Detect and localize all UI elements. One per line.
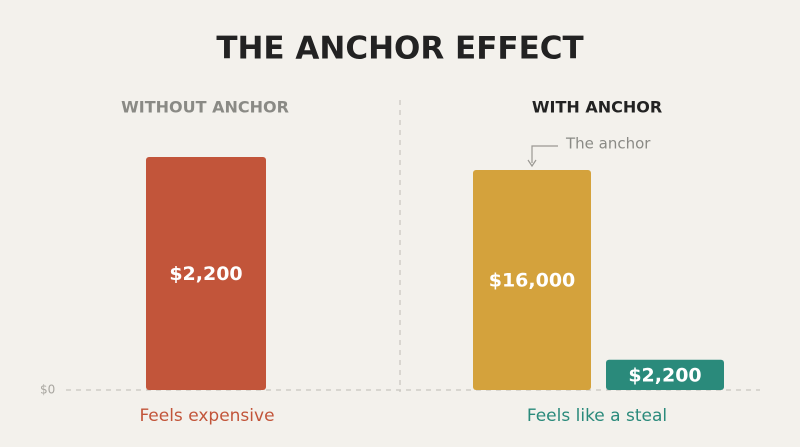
value-label: $2,200 bbox=[628, 364, 701, 386]
panel-title: WITHOUT ANCHOR bbox=[121, 98, 289, 117]
annotation: The anchor bbox=[565, 135, 651, 153]
panel-title: WITH ANCHOR bbox=[532, 98, 662, 117]
page-title: THE ANCHOR EFFECT bbox=[216, 31, 583, 67]
bar bbox=[473, 170, 591, 390]
y-tick-label: $0 bbox=[40, 383, 55, 397]
annotation-arrow bbox=[531, 145, 558, 163]
bar bbox=[606, 359, 724, 390]
value-label: $2,200 bbox=[169, 263, 242, 285]
bar bbox=[146, 157, 266, 390]
caption: Feels expensive bbox=[139, 406, 274, 426]
annotation-arrowhead bbox=[527, 159, 537, 168]
value-label: $16,000 bbox=[489, 270, 576, 292]
caption: Feels like a steal bbox=[527, 406, 667, 426]
